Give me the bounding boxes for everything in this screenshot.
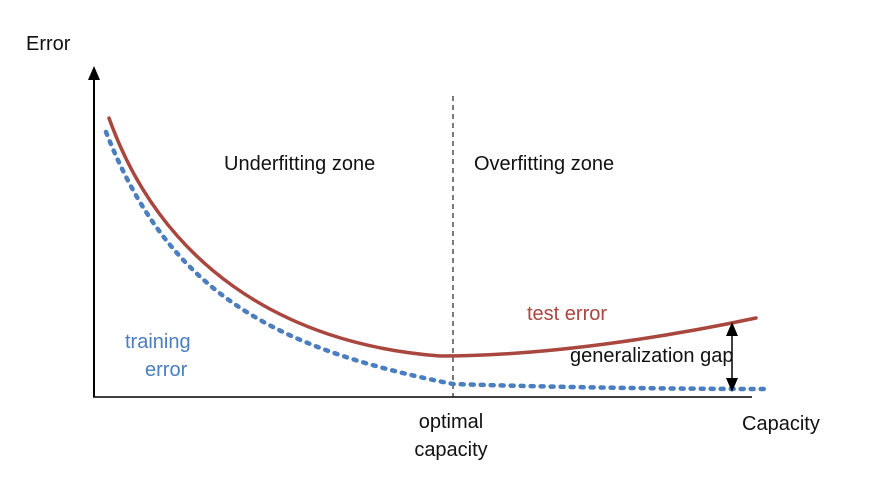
- gap-arrowhead-up: [726, 322, 738, 336]
- training-error-label-line1: training: [125, 331, 191, 353]
- generalization-gap-label: generalization gap: [570, 345, 733, 367]
- training-error-label-line2: error: [145, 359, 188, 381]
- test-error-label: test error: [527, 303, 607, 325]
- generalization-gap-indicator: [726, 322, 738, 392]
- test-error-curve: [107, 116, 758, 358]
- optimal-capacity-label-line1: optimal: [419, 411, 483, 433]
- axes: [88, 66, 752, 398]
- gap-arrowhead-down: [726, 378, 738, 392]
- y-axis-arrowhead: [88, 66, 100, 80]
- y-axis-label: Error: [26, 33, 71, 55]
- x-axis-label: Capacity: [742, 413, 820, 435]
- overfitting-zone-label: Overfitting zone: [474, 153, 614, 175]
- training-error-curve: [103, 129, 771, 392]
- underfitting-zone-label: Underfitting zone: [224, 153, 375, 175]
- optimal-capacity-label-line2: capacity: [414, 439, 487, 461]
